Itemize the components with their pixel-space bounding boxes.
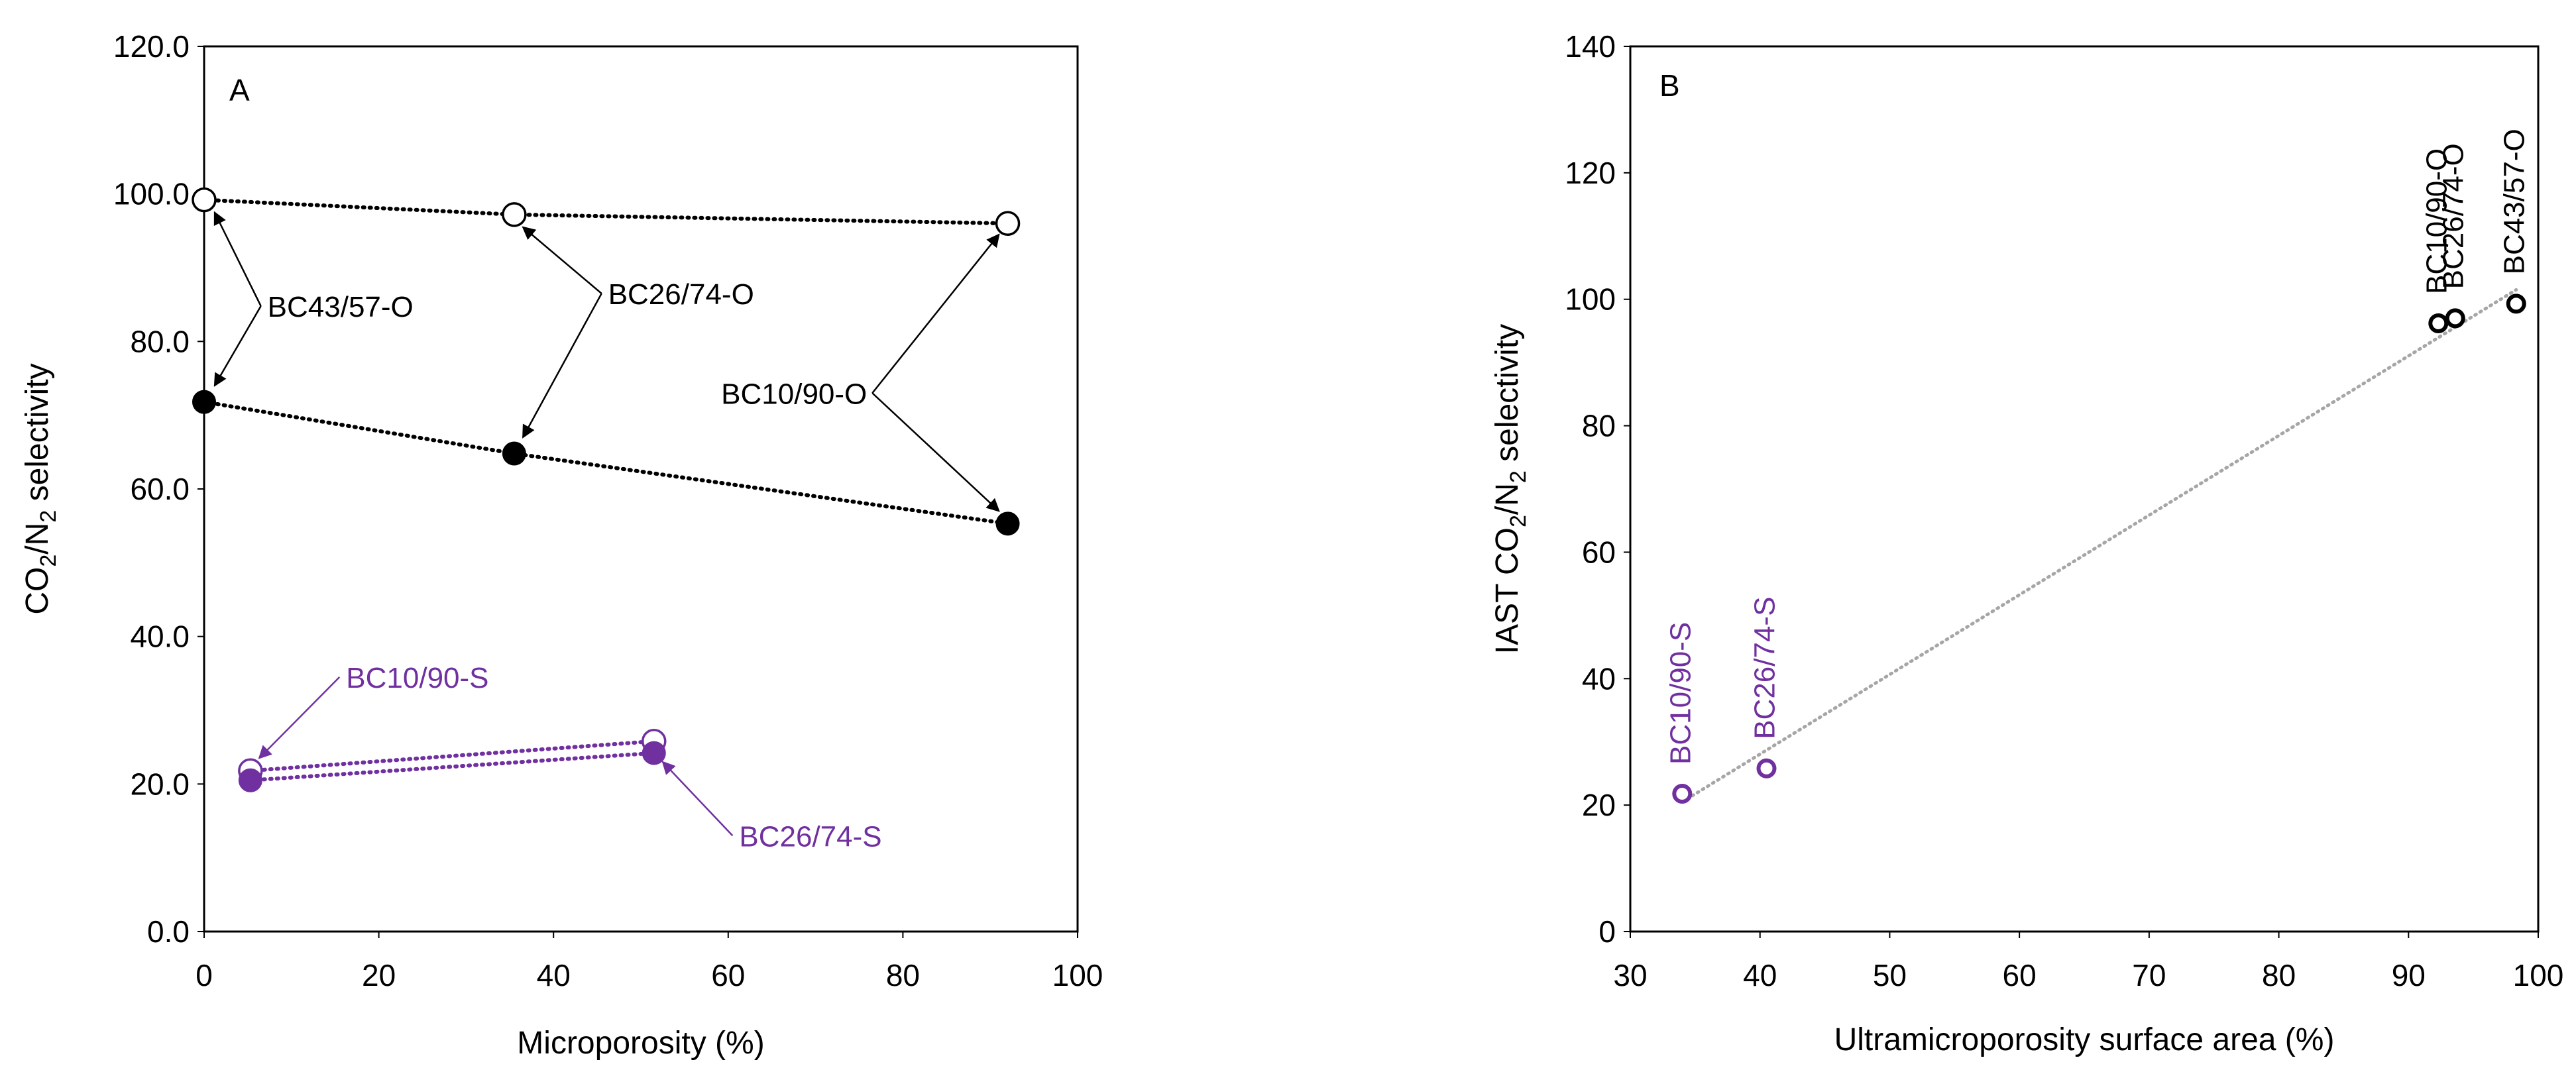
panel-a-annotations: BC43/57-O BC26/74-O BC10/90-O BC10/90-S BC26… — [268, 278, 882, 853]
x-tick-label: 40 — [537, 958, 571, 992]
data-point — [1756, 758, 1777, 778]
y-tick-label: 0.0 — [147, 914, 190, 949]
panel-b-data-points — [1672, 294, 2526, 804]
x-tick-label: 30 — [1613, 958, 1647, 992]
filled-marker — [642, 741, 666, 765]
panel-b: 30 40 50 60 70 80 90 100 0 20 40 60 80 100 120 140 BC10… — [1490, 29, 2563, 1057]
y-tick-label: 0 — [1598, 914, 1616, 949]
panel-a-label: A — [229, 73, 250, 107]
panel-a-data-points — [192, 187, 1021, 792]
data-point — [2445, 308, 2465, 329]
open-marker — [502, 202, 527, 227]
data-point — [1672, 783, 1693, 804]
panel-a: 0 20 40 60 80 100 0.0 20.0 40.0 60.0 80.0 100.0 120.… — [20, 29, 1103, 1061]
annotation-label: BC26/74-S — [739, 820, 881, 853]
x-tick-label: 80 — [886, 958, 920, 992]
filled-marker — [995, 511, 1020, 536]
filled-marker — [502, 441, 526, 466]
annotation-label: BC26/74-O — [608, 278, 754, 311]
panel-a-axes: 0 20 40 60 80 100 0.0 20.0 40.0 60.0 80.0 100.0 120.… — [113, 29, 1103, 992]
x-tick-label: 60 — [711, 958, 745, 992]
point-label: BC10/90-S — [1664, 622, 1697, 765]
x-tick-label: 100 — [2513, 958, 2564, 992]
y-tick-label: 60 — [1582, 535, 1616, 569]
filled-marker — [192, 390, 216, 414]
annotation-arrow — [522, 293, 602, 439]
panel-a-x-axis-title: Microporosity (%) — [517, 1026, 764, 1061]
y-tick-label: 20 — [1582, 788, 1616, 822]
annotation-arrow — [258, 676, 341, 759]
x-tick-label: 40 — [1743, 958, 1777, 992]
x-tick-label: 90 — [2392, 958, 2426, 992]
x-tick-label: 60 — [2003, 958, 2037, 992]
x-tick-label: 50 — [1873, 958, 1907, 992]
y-tick-label: 80 — [1582, 409, 1616, 443]
annotation-arrow — [661, 761, 734, 837]
panel-a-annotation-arrows — [213, 211, 1000, 837]
annotation-arrow — [213, 211, 262, 307]
panel-b-axes: 30 40 50 60 70 80 90 100 0 20 40 60 80 100 120 140 — [1565, 29, 2563, 992]
trendline — [1680, 288, 2518, 804]
y-tick-label: 120.0 — [113, 29, 190, 64]
panel-b-plot-area — [1629, 45, 2540, 933]
y-tick-label: 100.0 — [113, 177, 190, 211]
series-line — [202, 400, 1010, 526]
panel-b-trendline — [1680, 288, 2518, 804]
annotation-arrow — [871, 233, 1000, 394]
y-tick-label: 60.0 — [130, 472, 190, 506]
panel-b-y-axis-title: IAST CO2/N2 selectivity — [1490, 324, 1531, 654]
series-line — [248, 751, 656, 782]
y-tick-label: 40 — [1582, 661, 1616, 696]
annotation-label: BC10/90-S — [346, 662, 488, 694]
filled-marker — [238, 768, 262, 792]
open-marker — [192, 187, 217, 213]
panel-a-y-axis-title: CO2/N2 selectivity — [20, 363, 61, 614]
y-tick-label: 80.0 — [130, 324, 190, 358]
panel-a-series-lines — [202, 197, 1010, 782]
annotation-arrow — [213, 305, 262, 387]
point-label: BC10/90-O — [2420, 148, 2453, 294]
annotation-arrow — [522, 226, 602, 294]
open-marker — [995, 211, 1021, 236]
y-tick-label: 40.0 — [130, 619, 190, 654]
x-tick-label: 20 — [362, 958, 396, 992]
x-tick-label: 0 — [196, 958, 213, 992]
series-line — [202, 197, 1010, 226]
data-point — [2428, 313, 2449, 333]
y-tick-label: 120 — [1565, 156, 1616, 190]
x-tick-label: 70 — [2132, 958, 2166, 992]
y-tick-label: 20.0 — [130, 767, 190, 801]
x-tick-label: 100 — [1052, 958, 1103, 992]
panel-a-plot-area — [203, 45, 1079, 933]
x-tick-label: 80 — [2262, 958, 2296, 992]
annotation-arrow — [871, 392, 1000, 512]
y-tick-label: 140 — [1565, 29, 1616, 64]
annotation-label: BC43/57-O — [268, 291, 414, 323]
data-point — [2506, 294, 2526, 314]
point-label: BC26/74-S — [1749, 597, 1781, 739]
point-label: BC43/57-O — [2498, 129, 2531, 274]
panel-b-label: B — [1659, 68, 1680, 103]
annotation-label: BC10/90-O — [721, 378, 867, 410]
panel-b-x-axis-title: Ultramicroporosity surface area (%) — [1834, 1022, 2335, 1057]
point-label: BC26/74-O — [2437, 143, 2470, 289]
series-line — [248, 739, 656, 773]
y-tick-label: 100 — [1565, 282, 1616, 317]
